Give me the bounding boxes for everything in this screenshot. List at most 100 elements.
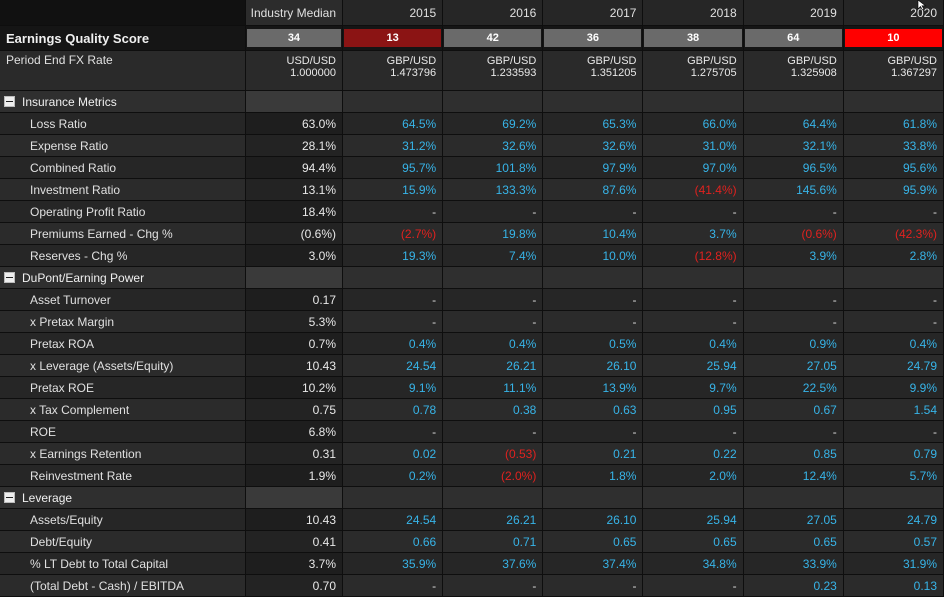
year-header-2016[interactable]: 2016 [442,0,544,26]
metric-label: Pretax ROE [0,376,246,399]
fx-rate-cell: GBP/USD 1.473796 [342,50,444,91]
metric-row: Debt/Equity 0.41 0.66 0.71 0.65 0.65 0.65 0.57 [0,530,944,553]
collapse-minus-icon[interactable] [4,271,15,283]
industry-median-header[interactable]: Industry Median [245,0,344,26]
fx-rate-value: 1.367297 [891,67,937,79]
metric-value: 31.2% [342,134,444,157]
metric-value: 37.6% [442,552,544,575]
metric-value: 0.78 [342,398,444,421]
metric-value: 19.8% [442,222,544,245]
metric-value: 95.6% [843,156,944,179]
section-header[interactable]: Insurance Metrics [0,90,246,113]
metric-value: - [542,200,644,223]
score-cell: 13 [342,25,444,51]
metric-median-value: 13.1% [245,178,344,201]
metric-value: 15.9% [342,178,444,201]
metric-value: - [442,288,544,311]
metric-value: 32.6% [442,134,544,157]
metric-value: 32.6% [542,134,644,157]
metric-value: 33.8% [843,134,944,157]
section-header[interactable]: Leverage [0,486,246,509]
metric-value: 33.9% [743,552,844,575]
year-header-2020[interactable]: 2020 [843,0,944,26]
collapse-minus-icon[interactable] [4,95,15,107]
year-header-2018[interactable]: 2018 [642,0,744,26]
year-header-2019[interactable]: 2019 [743,0,844,26]
year-header-2017[interactable]: 2017 [542,0,644,26]
score-cell-median: 34 [245,25,344,51]
section-blank-cell [843,486,944,509]
metric-value: - [342,420,444,443]
metric-value: 0.57 [843,530,944,553]
fx-rate-value: 1.000000 [290,67,337,79]
metric-label: Reserves - Chg % [0,244,246,267]
metric-row: x Leverage (Assets/Equity) 10.43 24.54 26.2… [0,354,944,377]
metric-label: x Leverage (Assets/Equity) [0,354,246,377]
section-header-row[interactable]: Insurance Metrics [0,90,944,113]
fx-pair: GBP/USD [386,55,437,67]
metric-label: Asset Turnover [0,288,246,311]
metric-value: 0.02 [342,442,444,465]
metric-label: Assets/Equity [0,508,246,531]
metric-value: 24.54 [342,354,444,377]
metric-row: Investment Ratio 13.1% 15.9% 133.3% 87.6% (41… [0,178,944,201]
metric-row: x Tax Complement 0.75 0.78 0.38 0.63 0.95 0.67… [0,398,944,421]
metric-value: 61.8% [843,112,944,135]
section-header-row[interactable]: DuPont/Earning Power [0,266,944,289]
metric-value: - [642,574,744,597]
section-header[interactable]: DuPont/Earning Power [0,266,246,289]
metric-value: 2.8% [843,244,944,267]
metric-value: - [843,420,944,443]
metric-row: Expense Ratio 28.1% 31.2% 32.6% 32.6% 31.0% 32… [0,134,944,157]
metric-value: 31.9% [843,552,944,575]
metric-value: 0.65 [642,530,744,553]
metric-value: 26.21 [442,508,544,531]
metric-label: Reinvestment Rate [0,464,246,487]
metric-label: Loss Ratio [0,112,246,135]
metric-value: 3.9% [743,244,844,267]
metric-value: 65.3% [542,112,644,135]
metric-value: 34.8% [642,552,744,575]
section-blank-cell [542,90,644,113]
metric-label: Debt/Equity [0,530,246,553]
metric-value: 0.13 [843,574,944,597]
metric-label: x Tax Complement [0,398,246,421]
year-header-2015[interactable]: 2015 [342,0,444,26]
metric-value: 1.54 [843,398,944,421]
section-header-row[interactable]: Leverage [0,486,944,509]
metric-value: 26.10 [542,508,644,531]
metric-value: 0.2% [342,464,444,487]
metric-value: - [442,200,544,223]
metric-value: - [642,310,744,333]
metric-value: (42.3%) [843,222,944,245]
metric-label: Premiums Earned - Chg % [0,222,246,245]
collapse-minus-icon[interactable] [4,491,15,503]
metric-value: - [542,310,644,333]
metric-value: 0.23 [743,574,844,597]
fx-pair: GBP/USD [586,55,637,67]
metric-label: Investment Ratio [0,178,246,201]
metric-median-value: 5.3% [245,310,344,333]
metric-value: - [542,288,644,311]
metric-row: Pretax ROA 0.7% 0.4% 0.4% 0.5% 0.4% 0.9% 0.4% [0,332,944,355]
metric-row: Loss Ratio 63.0% 64.5% 69.2% 65.3% 66.0% 64.4%… [0,112,944,135]
column-header-row: Industry Median 2015 2016 2017 2018 2019 2020 [0,0,944,26]
metric-row: Premiums Earned - Chg % (0.6%) (2.7%) 19.8%… [0,222,944,245]
score-cell: 10 [843,25,944,51]
metric-value: 12.4% [743,464,844,487]
score-badge: 10 [844,29,942,47]
metric-row: x Pretax Margin 5.3% - - - - - - [0,310,944,333]
metric-value: 0.85 [743,442,844,465]
metric-row: Reserves - Chg % 3.0% 19.3% 7.4% 10.0% (12.8%… [0,244,944,267]
metric-value: - [342,200,444,223]
mouse-pointer-icon [917,0,927,10]
metric-value: 0.5% [542,332,644,355]
fx-pair: GBP/USD [486,55,537,67]
metric-value: 0.65 [743,530,844,553]
fx-pair: USD/USD [286,55,337,67]
metric-median-value: 0.75 [245,398,344,421]
metric-median-value: 0.31 [245,442,344,465]
fx-rate-cell: GBP/USD 1.367297 [843,50,944,91]
metric-value: - [743,288,844,311]
score-badge: 34 [246,29,342,47]
